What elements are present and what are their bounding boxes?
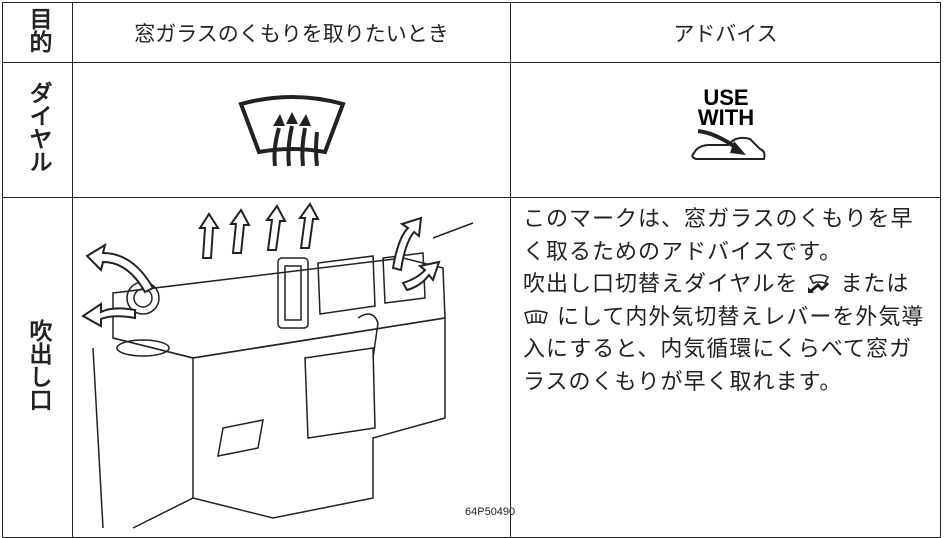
use-with-icon: USE WITH bbox=[690, 85, 765, 160]
advice-text: にして内外気切替えレバーを外気導入にすると、内気循環にくらべて窓ガラスのくもりが… bbox=[523, 304, 925, 395]
figure-cell: 64P50490 bbox=[72, 197, 515, 538]
advice-text: または bbox=[840, 272, 910, 297]
row-label-cell: 吹出し口 bbox=[2, 197, 73, 538]
defrost-small-icon bbox=[524, 309, 548, 324]
row-label-cell: ダイヤル bbox=[2, 62, 73, 198]
defroster-icon bbox=[237, 95, 346, 167]
figure-code: 64P50490 bbox=[465, 506, 516, 518]
row-label: 吹出し口 bbox=[25, 318, 51, 411]
advice-cell: このマークは、窓ガラスのくもりを早く取るためのアドバイスです。 吹出し口切替えダ… bbox=[510, 197, 941, 538]
dashboard-illustration bbox=[81, 202, 474, 529]
foot-defrost-icon bbox=[808, 274, 830, 293]
header-row: 目的 窓ガラスのくもりを取りたいとき アドバイス bbox=[2, 2, 941, 63]
header-cell: アドバイス bbox=[510, 2, 941, 63]
advice-text: このマークは、窓ガラスのくもりを早く取るためのアドバイスです。 bbox=[523, 207, 914, 265]
advice-text: 吹出し口切替えダイヤルを bbox=[523, 272, 799, 297]
header-cell: 目的 bbox=[2, 2, 73, 63]
icon-text: WITH bbox=[697, 105, 753, 130]
dial-row: ダイヤル USE WITH bbox=[2, 62, 941, 198]
icon-cell: USE WITH bbox=[510, 62, 941, 198]
outlet-row: 吹出し口 bbox=[2, 197, 941, 538]
icon-cell bbox=[72, 62, 511, 198]
header-cell: 窓ガラスのくもりを取りたいとき bbox=[72, 2, 511, 63]
header-label: 目的 bbox=[25, 6, 51, 53]
row-label: ダイヤル bbox=[25, 81, 51, 173]
icon-text: USE bbox=[703, 85, 748, 110]
